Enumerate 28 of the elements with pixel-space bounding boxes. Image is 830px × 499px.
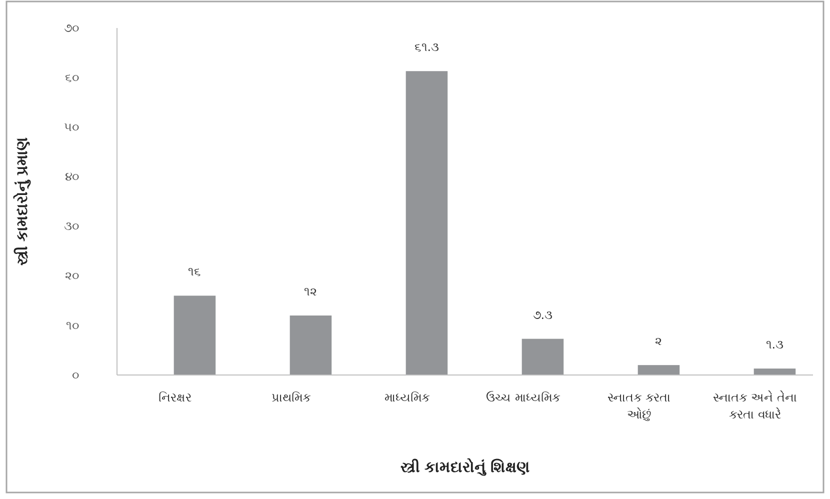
data-label: ૧.૩	[766, 338, 784, 352]
bar	[522, 338, 564, 375]
x-tick-label: ઉચ્ચ માધ્યમિક	[486, 390, 561, 405]
bar	[406, 71, 448, 375]
x-tick-label: સ્નાતક અને તેના કરતા વધારે	[713, 390, 797, 422]
y-tick-label: ૭૦	[64, 20, 79, 35]
x-tick-label: સ્નાતક કરતા ઓછું	[608, 390, 670, 422]
bar	[290, 316, 332, 375]
y-tick-label: ૧૦	[66, 318, 79, 332]
x-axis-title: સ્ત્રી કામદારોનું શિક્ષણ	[400, 457, 530, 476]
y-tick-label: ૫૦	[64, 120, 79, 134]
x-tick-label: પ્રાથમિક	[272, 390, 312, 405]
data-label: ૧૨	[304, 284, 318, 299]
y-tick-label: ૨૦	[65, 268, 79, 283]
y-tick-label: ૬૦	[65, 70, 79, 84]
y-tick-label: ૪૦	[65, 170, 79, 184]
y-tick-label: ૦	[72, 368, 79, 382]
bar	[174, 296, 216, 375]
x-tick-label: માધ્યમિક	[384, 390, 430, 405]
data-label: ૭.૩	[532, 308, 553, 322]
x-tick-label: નિરક્ષર	[158, 390, 192, 405]
y-axis-title: સ્ત્રી કામદારોનું પ્રમાણ	[12, 137, 31, 266]
data-label: ૬૧.૩	[414, 40, 440, 54]
data-label: ૧૬	[188, 264, 202, 279]
data-label: ૨	[655, 334, 662, 348]
bar	[638, 365, 680, 375]
bar	[754, 368, 796, 375]
y-tick-label: ૩૦	[64, 219, 79, 234]
